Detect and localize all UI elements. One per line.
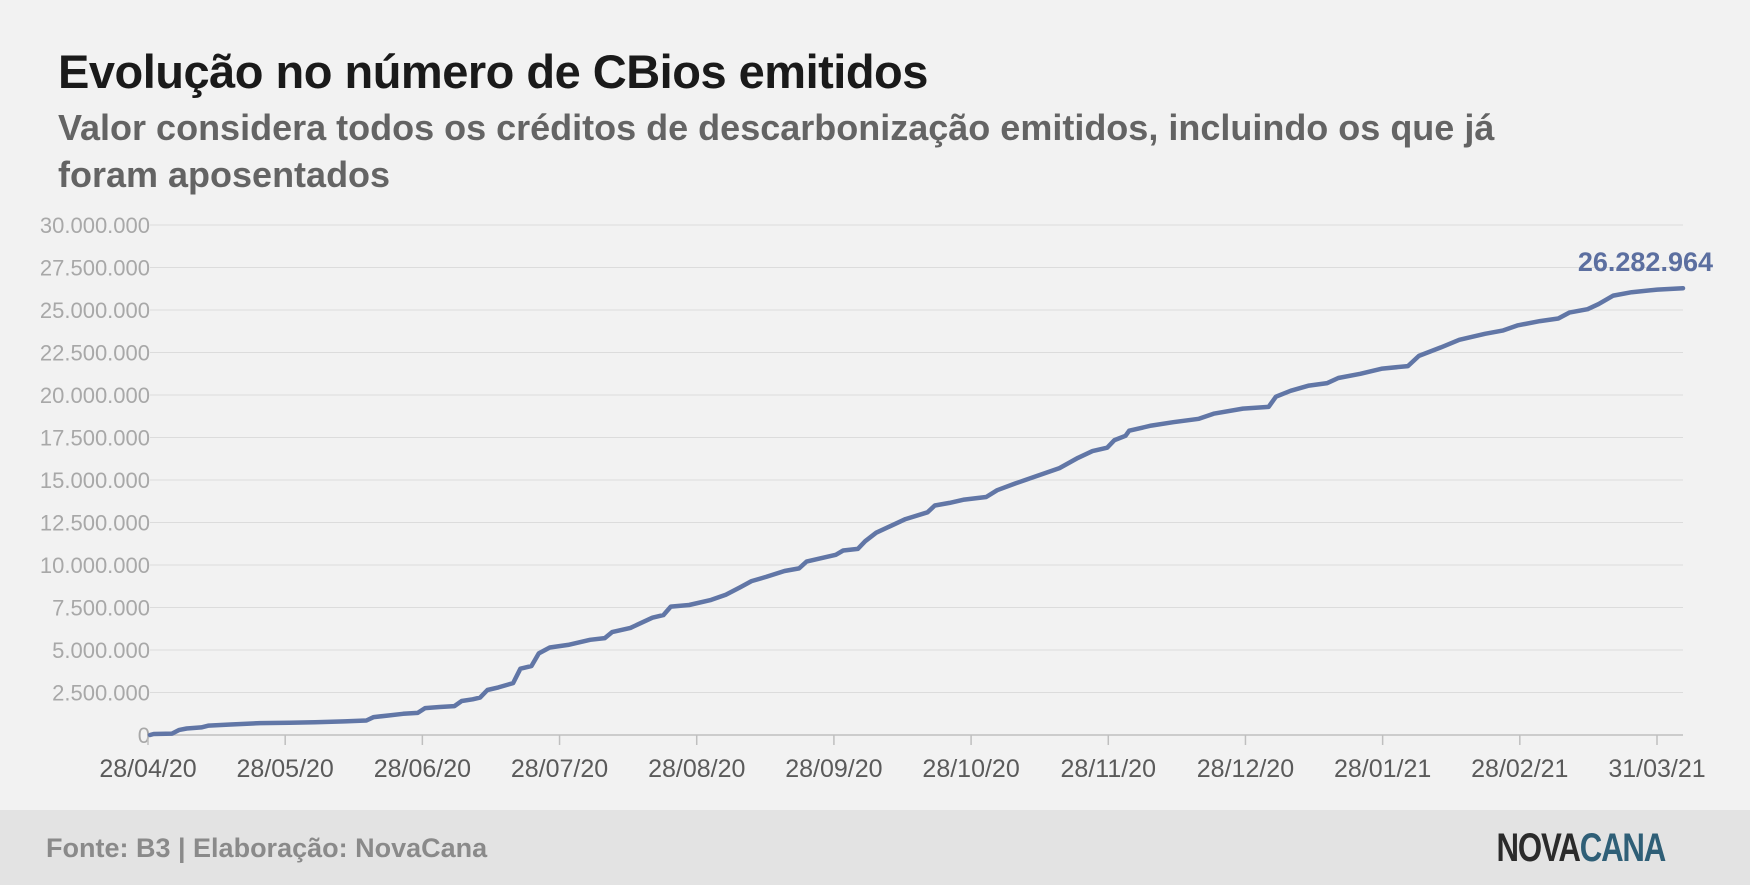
y-tick-label: 0 xyxy=(138,723,150,748)
novacana-logo: NOVACANA xyxy=(1496,826,1667,871)
x-tick-label: 28/01/21 xyxy=(1334,755,1431,783)
y-tick-label: 15.000.000 xyxy=(40,468,150,493)
series-group xyxy=(147,285,1686,738)
x-tick-label: 28/07/20 xyxy=(511,755,608,783)
last-value-label: 26.282.964 xyxy=(1578,247,1713,277)
x-tick-label: 28/06/20 xyxy=(374,755,471,783)
logo-part-nova: NOVA xyxy=(1496,826,1580,870)
line-chart: 0 2.500.000 5.000.000 7.500.000 10.000.000 12… xyxy=(40,213,1713,783)
y-tick-label: 2.500.000 xyxy=(52,681,150,706)
y-axis: 0 2.500.000 5.000.000 7.500.000 10.000.000 12… xyxy=(40,213,150,748)
logo-part-cana: CANA xyxy=(1579,826,1667,870)
x-tick-label: 28/02/21 xyxy=(1471,755,1568,783)
x-tick-label: 28/10/20 xyxy=(922,755,1019,783)
annotation-group: 26.282.964 xyxy=(1578,247,1713,277)
y-tick-label: 25.000.000 xyxy=(40,298,150,323)
chart-title: Evolução no número de CBios emitidos xyxy=(58,45,928,98)
x-axis: 28/04/20 28/05/20 28/06/20 28/07/20 28/08/20… xyxy=(99,734,1706,783)
x-tick-label: 31/03/21 xyxy=(1608,755,1705,783)
y-tick-label: 20.000.000 xyxy=(40,383,150,408)
grid-lines xyxy=(150,224,1683,693)
y-tick-label: 17.500.000 xyxy=(40,426,150,451)
x-tick-label: 28/04/20 xyxy=(99,755,196,783)
x-tick-label: 28/11/20 xyxy=(1061,755,1156,783)
y-tick-label: 7.500.000 xyxy=(52,596,150,621)
x-tick-label: 28/09/20 xyxy=(785,755,882,783)
x-tick-label: 28/08/20 xyxy=(648,755,745,783)
footer: Fonte: B3 | Elaboração: NovaCana NOVACAN… xyxy=(0,810,1750,885)
y-tick-label: 10.000.000 xyxy=(40,553,150,578)
x-tick-label: 28/12/20 xyxy=(1197,755,1294,783)
series-line xyxy=(147,285,1686,738)
y-tick-label: 22.500.000 xyxy=(40,341,150,366)
y-tick-label: 27.500.000 xyxy=(40,256,150,281)
chart-subtitle: Valor considera todos os créditos de des… xyxy=(58,107,1495,195)
y-tick-label: 30.000.000 xyxy=(40,213,150,238)
y-tick-label: 12.500.000 xyxy=(40,511,150,536)
source-text: Fonte: B3 | Elaboração: NovaCana xyxy=(46,833,488,863)
y-tick-label: 5.000.000 xyxy=(52,638,150,663)
x-tick-label: 28/05/20 xyxy=(237,755,334,783)
